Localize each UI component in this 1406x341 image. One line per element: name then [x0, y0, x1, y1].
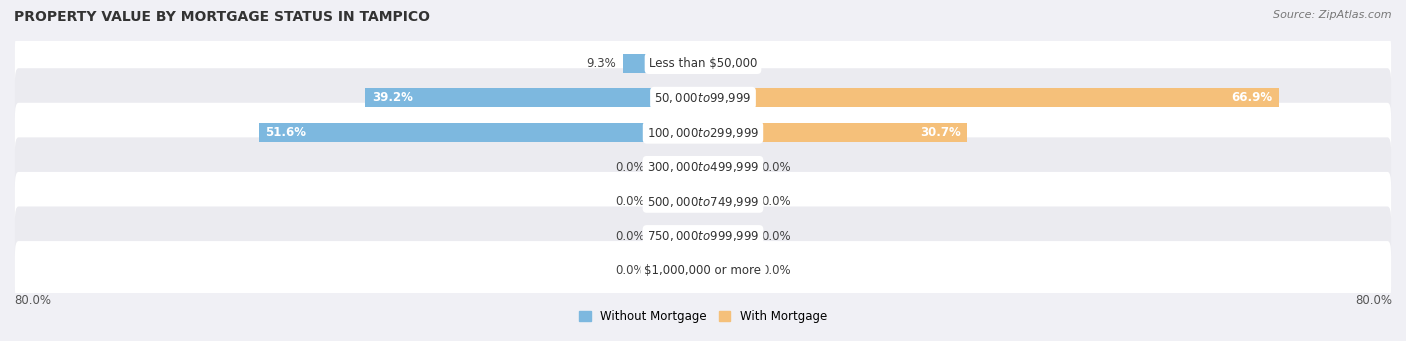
FancyBboxPatch shape [15, 207, 1391, 266]
Bar [703, 158, 755, 177]
FancyBboxPatch shape [15, 172, 1391, 232]
Text: 39.2%: 39.2% [373, 91, 413, 104]
Text: 80.0%: 80.0% [1355, 294, 1392, 307]
FancyBboxPatch shape [15, 34, 1391, 93]
Text: 0.0%: 0.0% [614, 161, 644, 174]
Text: 0.0%: 0.0% [762, 230, 792, 243]
FancyBboxPatch shape [15, 137, 1391, 197]
Text: 0.0%: 0.0% [762, 264, 792, 277]
Text: 0.0%: 0.0% [762, 161, 792, 174]
Text: Less than $50,000: Less than $50,000 [648, 57, 758, 70]
Text: PROPERTY VALUE BY MORTGAGE STATUS IN TAMPICO: PROPERTY VALUE BY MORTGAGE STATUS IN TAM… [14, 10, 430, 24]
Legend: Without Mortgage, With Mortgage: Without Mortgage, With Mortgage [574, 305, 832, 328]
Text: 0.0%: 0.0% [614, 264, 644, 277]
Bar [366, 88, 703, 107]
Bar [651, 192, 703, 211]
Bar [623, 54, 703, 73]
Text: 80.0%: 80.0% [14, 294, 51, 307]
Bar [703, 54, 724, 73]
FancyBboxPatch shape [15, 241, 1391, 300]
Text: Source: ZipAtlas.com: Source: ZipAtlas.com [1274, 10, 1392, 20]
Text: 66.9%: 66.9% [1232, 91, 1272, 104]
Text: 30.7%: 30.7% [920, 126, 960, 139]
Text: 0.0%: 0.0% [614, 230, 644, 243]
Bar [703, 88, 1279, 107]
Bar [259, 123, 703, 142]
Text: $300,000 to $499,999: $300,000 to $499,999 [647, 160, 759, 174]
Bar [651, 158, 703, 177]
Text: 0.0%: 0.0% [762, 195, 792, 208]
Bar [703, 123, 967, 142]
Text: 51.6%: 51.6% [266, 126, 307, 139]
Text: $50,000 to $99,999: $50,000 to $99,999 [654, 91, 752, 105]
Text: $500,000 to $749,999: $500,000 to $749,999 [647, 195, 759, 209]
FancyBboxPatch shape [15, 103, 1391, 162]
Text: $100,000 to $299,999: $100,000 to $299,999 [647, 125, 759, 139]
Text: 0.0%: 0.0% [614, 195, 644, 208]
FancyBboxPatch shape [15, 68, 1391, 128]
Text: 9.3%: 9.3% [586, 57, 616, 70]
Bar [703, 192, 755, 211]
Bar [703, 261, 755, 280]
Text: 2.4%: 2.4% [731, 57, 761, 70]
Bar [651, 227, 703, 246]
Bar [703, 227, 755, 246]
Text: $1,000,000 or more: $1,000,000 or more [644, 264, 762, 277]
Text: $750,000 to $999,999: $750,000 to $999,999 [647, 229, 759, 243]
Bar [651, 261, 703, 280]
